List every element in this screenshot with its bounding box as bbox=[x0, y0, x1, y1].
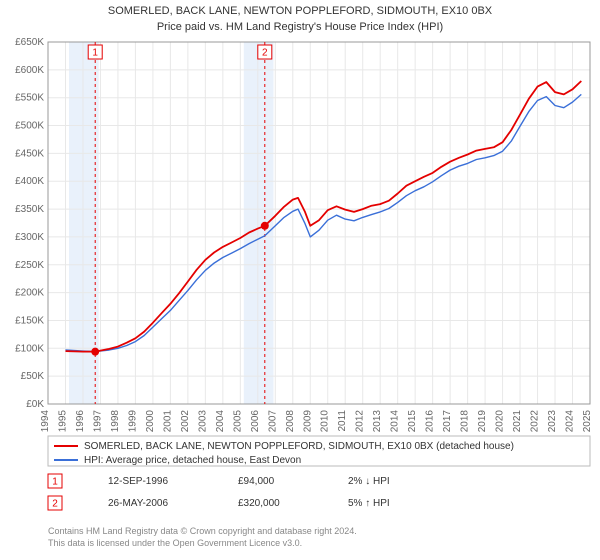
x-tick-label: 2001 bbox=[162, 410, 173, 433]
plot-area bbox=[48, 42, 590, 404]
x-tick-label: 2014 bbox=[390, 410, 401, 433]
x-tick-label: 2003 bbox=[197, 410, 208, 433]
x-tick-label: 2024 bbox=[565, 410, 576, 433]
x-tick-label: 2006 bbox=[250, 410, 261, 433]
x-tick-label: 2022 bbox=[530, 410, 541, 433]
shaded-band bbox=[244, 42, 274, 404]
x-tick-label: 2020 bbox=[495, 410, 506, 433]
x-tick-label: 2017 bbox=[442, 410, 453, 433]
title-line-1: SOMERLED, BACK LANE, NEWTON POPPLEFORD, … bbox=[108, 5, 493, 17]
x-tick-label: 1997 bbox=[92, 410, 103, 433]
x-tick-label: 1996 bbox=[75, 410, 86, 433]
x-tick-label: 2016 bbox=[425, 410, 436, 433]
y-tick-label: £400K bbox=[15, 176, 44, 187]
chart-svg: SOMERLED, BACK LANE, NEWTON POPPLEFORD, … bbox=[0, 0, 600, 560]
x-tick-label: 2013 bbox=[372, 410, 383, 433]
x-tick-label: 2025 bbox=[582, 410, 593, 433]
sale-marker bbox=[261, 222, 269, 230]
sale-row-date: 26-MAY-2006 bbox=[108, 498, 168, 509]
x-tick-label: 2007 bbox=[267, 410, 278, 433]
y-tick-label: £50K bbox=[21, 371, 45, 382]
y-tick-label: £650K bbox=[15, 37, 44, 48]
sale-row-price: £94,000 bbox=[238, 476, 275, 487]
y-tick-label: £150K bbox=[15, 315, 44, 326]
y-tick-label: £500K bbox=[15, 121, 44, 132]
x-tick-label: 2011 bbox=[337, 410, 348, 432]
x-tick-label: 1998 bbox=[110, 410, 121, 433]
x-tick-label: 1995 bbox=[57, 410, 68, 433]
y-tick-label: £350K bbox=[15, 204, 44, 215]
x-tick-label: 2004 bbox=[215, 410, 226, 433]
x-tick-label: 2015 bbox=[407, 410, 418, 433]
x-tick-label: 2008 bbox=[285, 410, 296, 433]
sale-callout-num: 1 bbox=[92, 48, 98, 59]
y-tick-label: £600K bbox=[15, 65, 44, 76]
x-tick-label: 2021 bbox=[512, 410, 523, 433]
x-tick-label: 2018 bbox=[460, 410, 471, 433]
x-tick-label: 1999 bbox=[127, 410, 138, 433]
y-tick-label: £300K bbox=[15, 232, 44, 243]
sale-marker bbox=[91, 348, 99, 356]
sale-row-pct: 2% ↓ HPI bbox=[348, 476, 390, 487]
x-tick-label: 2002 bbox=[180, 410, 191, 433]
y-tick-label: £550K bbox=[15, 93, 44, 104]
y-tick-label: £450K bbox=[15, 148, 44, 159]
sale-row-pct: 5% ↑ HPI bbox=[348, 498, 390, 509]
sale-row-num: 2 bbox=[52, 499, 58, 510]
x-tick-label: 2010 bbox=[320, 410, 331, 433]
sale-row-date: 12-SEP-1996 bbox=[108, 476, 168, 487]
x-tick-label: 2009 bbox=[302, 410, 313, 433]
x-tick-label: 2000 bbox=[145, 410, 156, 433]
title-line-2: Price paid vs. HM Land Registry's House … bbox=[157, 21, 443, 33]
footer-line-2: This data is licensed under the Open Gov… bbox=[48, 538, 302, 548]
y-tick-label: £0K bbox=[26, 399, 44, 410]
y-tick-label: £250K bbox=[15, 260, 44, 271]
x-tick-label: 2023 bbox=[547, 410, 558, 433]
y-tick-label: £200K bbox=[15, 288, 44, 299]
y-tick-label: £100K bbox=[15, 343, 44, 354]
sale-callout-num: 2 bbox=[262, 48, 268, 59]
x-tick-label: 2012 bbox=[355, 410, 366, 433]
footer-line-1: Contains HM Land Registry data © Crown c… bbox=[48, 526, 357, 536]
legend-label: HPI: Average price, detached house, East… bbox=[84, 455, 301, 466]
x-tick-label: 2019 bbox=[477, 410, 488, 433]
x-tick-label: 2005 bbox=[232, 410, 243, 433]
x-tick-label: 1994 bbox=[40, 410, 51, 433]
sale-row-price: £320,000 bbox=[238, 498, 280, 509]
sale-row-num: 1 bbox=[52, 477, 58, 488]
legend-label: SOMERLED, BACK LANE, NEWTON POPPLEFORD, … bbox=[84, 441, 514, 452]
